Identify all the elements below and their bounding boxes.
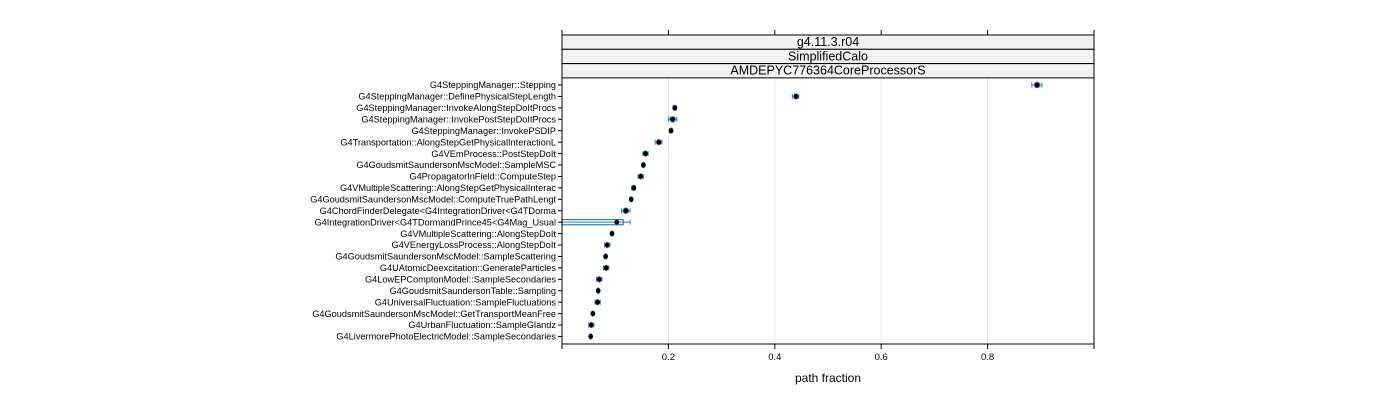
row-label: G4GoudsmitSaundersonTable::Sampling bbox=[390, 286, 557, 296]
median-point bbox=[670, 116, 676, 122]
data-row: G4UAtomicDeexcitation::GenerateParticles bbox=[380, 263, 610, 273]
median-point bbox=[793, 94, 799, 99]
median-point bbox=[604, 242, 610, 248]
row-label: G4GoudsmitSaundersonMscModel::GetTranspo… bbox=[312, 309, 556, 319]
x-tick-label: 0.8 bbox=[981, 352, 994, 363]
median-point bbox=[603, 265, 609, 271]
data-row: G4VEmProcess::PostStepDoIt bbox=[431, 149, 649, 159]
iqr-box bbox=[669, 116, 676, 123]
data-row: G4SteppingManager::InvokePSDIP bbox=[411, 126, 674, 136]
data-row: G4SteppingManager::Stepping bbox=[430, 80, 1043, 90]
median-point bbox=[668, 128, 674, 134]
x-axis-title: path fraction bbox=[795, 371, 861, 385]
data-row: G4VEnergyLossProcess::AlongStepDoIt bbox=[392, 240, 611, 250]
median-point bbox=[588, 322, 594, 328]
x-tick-label: 0.6 bbox=[875, 352, 888, 363]
row-label: G4UniversalFluctuation::SampleFluctuatio… bbox=[375, 297, 557, 307]
x-axis: 0.2 0.4 0.6 0.8 bbox=[561, 30, 1095, 363]
median-point bbox=[590, 311, 596, 316]
row-label: G4GoudsmitSaundersonMscModel::SampleScat… bbox=[335, 252, 556, 262]
row-label: G4VMultipleScattering::AlongStepGetPhysi… bbox=[340, 183, 556, 193]
data-row: G4VMultipleScattering::AlongStepDoIt bbox=[400, 229, 615, 239]
grid-lines bbox=[667, 77, 989, 344]
median-point bbox=[595, 299, 601, 305]
data-rows: G4SteppingManager::SteppingG4SteppingMan… bbox=[310, 80, 1043, 342]
data-row: G4GoudsmitSaundersonMscModel::SampleScat… bbox=[335, 252, 609, 262]
row-label: G4Transportation::AlongStepGetPhysicalIn… bbox=[340, 137, 556, 147]
median-point bbox=[609, 231, 615, 236]
strip-label: SimplifiedCalo bbox=[788, 49, 868, 63]
row-label: G4SteppingManager::Stepping bbox=[430, 80, 556, 90]
data-row: G4GoudsmitSaundersonMscModel::SampleMSC bbox=[356, 160, 646, 170]
strip-headers: g4.11.3.r04SimplifiedCaloAMDEPYC776364Co… bbox=[561, 34, 1095, 79]
row-label: G4GoudsmitSaundersonMscModel::SampleMSC bbox=[356, 160, 556, 170]
median-point bbox=[595, 288, 601, 294]
median-point bbox=[672, 105, 678, 111]
row-label: G4LivermorePhotoElectricModel::SampleSec… bbox=[336, 332, 556, 342]
data-row: G4PropagatorInField::ComputeStep bbox=[409, 172, 644, 182]
data-row: G4SteppingManager::InvokeAlongStepDoItPr… bbox=[356, 103, 678, 113]
strip-label: g4.11.3.r04 bbox=[797, 35, 859, 49]
data-row: G4UniversalFluctuation::SampleFluctuatio… bbox=[375, 297, 601, 307]
median-point bbox=[628, 196, 634, 202]
row-label: G4GoudsmitSaundersonMscModel::ComputeTru… bbox=[310, 195, 556, 205]
data-row: G4VMultipleScattering::AlongStepGetPhysi… bbox=[340, 183, 637, 193]
row-label: G4SteppingManager::InvokePostStepDoItPro… bbox=[361, 114, 556, 124]
data-row: G4ChordFinderDelegate<G4IntegrationDrive… bbox=[320, 206, 631, 216]
iqr-box bbox=[622, 207, 630, 214]
data-row: G4GoudsmitSaundersonTable::Sampling bbox=[390, 286, 601, 296]
median-point bbox=[614, 219, 620, 225]
median-point bbox=[638, 174, 644, 179]
median-point bbox=[603, 254, 609, 259]
data-row: G4LivermorePhotoElectricModel::SampleSec… bbox=[336, 332, 594, 342]
data-row: G4GoudsmitSaundersonMscModel::GetTranspo… bbox=[312, 309, 596, 319]
row-label: G4VMultipleScattering::AlongStepDoIt bbox=[400, 229, 556, 239]
row-label: G4SteppingManager::DefinePhysicalStepLen… bbox=[358, 92, 556, 102]
row-label: G4VEnergyLossProcess::AlongStepDoIt bbox=[392, 240, 557, 250]
x-tick-label: 0.4 bbox=[768, 352, 781, 363]
median-point bbox=[631, 185, 637, 191]
x-tick-label: 0.2 bbox=[662, 352, 675, 363]
median-point bbox=[623, 208, 629, 214]
data-row: G4LowEPComptonModel::SampleSecondaries bbox=[365, 275, 603, 285]
data-row: G4IntegrationDriver<G4TDormandPrince45<G… bbox=[314, 217, 631, 227]
data-row: G4UrbanFluctuation::SampleGlandz bbox=[408, 320, 595, 330]
data-row: G4SteppingManager::InvokePostStepDoItPro… bbox=[361, 114, 678, 124]
row-label: G4PropagatorInField::ComputeStep bbox=[409, 172, 556, 182]
median-point bbox=[640, 162, 646, 168]
row-label: G4SteppingManager::InvokePSDIP bbox=[411, 126, 556, 136]
median-point bbox=[643, 151, 648, 156]
row-label: G4ChordFinderDelegate<G4IntegrationDrive… bbox=[320, 206, 557, 216]
row-label: G4SteppingManager::InvokeAlongStepDoItPr… bbox=[356, 103, 556, 113]
row-label: G4IntegrationDriver<G4TDormandPrince45<G… bbox=[314, 217, 556, 227]
row-label: G4UrbanFluctuation::SampleGlandz bbox=[408, 320, 556, 330]
iqr-box bbox=[1033, 81, 1041, 89]
median-point bbox=[1034, 82, 1040, 88]
panel-border bbox=[561, 34, 1095, 345]
row-label: G4VEmProcess::PostStepDoIt bbox=[431, 149, 556, 159]
data-row: G4GoudsmitSaundersonMscModel::ComputeTru… bbox=[310, 195, 634, 205]
median-point bbox=[656, 139, 662, 145]
row-label: G4LowEPComptonModel::SampleSecondaries bbox=[365, 275, 556, 285]
data-row: G4Transportation::AlongStepGetPhysicalIn… bbox=[340, 137, 663, 147]
row-label: G4UAtomicDeexcitation::GenerateParticles bbox=[380, 263, 557, 273]
median-point bbox=[588, 334, 594, 339]
data-row: G4SteppingManager::DefinePhysicalStepLen… bbox=[358, 92, 800, 102]
strip-label: AMDEPYC776364CoreProcessorS bbox=[730, 64, 925, 78]
median-point bbox=[596, 276, 602, 282]
